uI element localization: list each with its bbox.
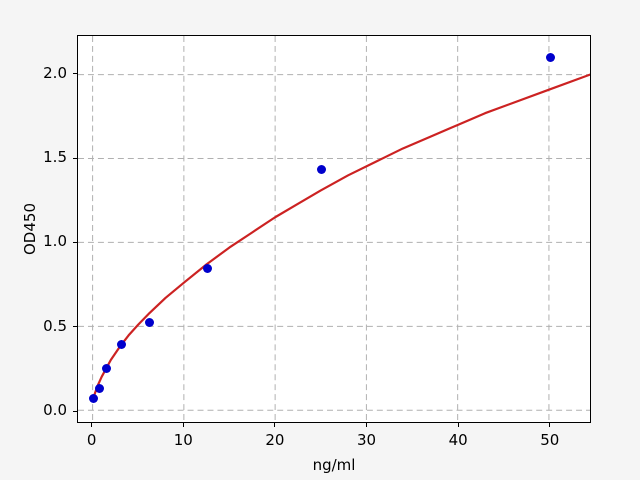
x-tick-label: 30 (356, 431, 377, 449)
y-tick-label: 0.5 (43, 316, 67, 335)
x-tick-mark (274, 423, 276, 427)
x-tick-label: 40 (448, 431, 468, 449)
x-tick-mark (182, 423, 184, 427)
x-tick-mark (457, 423, 459, 427)
y-tick-mark (73, 157, 77, 159)
data-point (116, 340, 126, 350)
data-point (102, 363, 112, 373)
data-points-layer (78, 36, 590, 422)
x-tick-mark (549, 423, 551, 427)
x-tick-label: 0 (86, 431, 97, 449)
y-tick-label: 1.0 (43, 232, 67, 251)
fit-curve (91, 73, 590, 402)
x-tick-mark (91, 423, 93, 427)
x-tick-label: 20 (265, 431, 285, 449)
data-point (95, 384, 105, 394)
grid-layer (78, 36, 590, 422)
x-tick-mark (365, 423, 368, 427)
y-tick-label: 0.0 (43, 401, 67, 420)
data-point (202, 264, 212, 274)
data-point (546, 53, 556, 63)
x-tick-label: 50 (540, 431, 560, 449)
data-point (145, 318, 155, 328)
y-tick-label: 2.0 (43, 63, 67, 82)
y-tick-mark (73, 326, 77, 328)
plot-area (77, 35, 591, 423)
data-point (89, 394, 99, 404)
y-tick-label: 1.5 (43, 148, 67, 167)
x-axis-title: ng/ml (312, 456, 356, 474)
y-tick-mark (73, 410, 77, 412)
x-tick-label: 10 (173, 431, 193, 449)
y-tick-mark (73, 73, 77, 75)
y-axis-title: OD450 (21, 203, 39, 255)
data-point (317, 164, 327, 174)
y-tick-mark (73, 241, 77, 244)
